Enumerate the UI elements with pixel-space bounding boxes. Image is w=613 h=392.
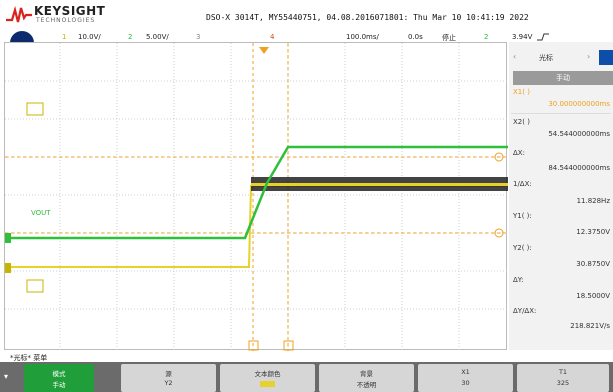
divider (511, 113, 611, 114)
softkey-x1[interactable]: X1 30 (418, 364, 513, 392)
cursor-x2-tag (283, 340, 294, 351)
x2-label: X2( ) (513, 118, 530, 126)
cursor-panel-title[interactable]: ‹ 光标 › (509, 50, 613, 65)
softkey-menu-label: *光标* 菜单 (10, 354, 48, 362)
x1-label: X1( ) (513, 88, 530, 96)
ch2-scale[interactable]: 5.00V/ (146, 33, 169, 41)
ch4-number[interactable]: 4 (270, 33, 275, 41)
ch3-number[interactable]: 3 (196, 33, 201, 41)
softkey-source-value: Y2 (164, 379, 173, 387)
trigger-edge-icon (537, 33, 549, 41)
trigger-position-marker (259, 47, 269, 54)
softkey-x1-title: X1 (461, 368, 470, 376)
softkey-mode-value: 手动 (52, 381, 66, 389)
softkey-mode-title: 模式 (52, 370, 66, 378)
softkey-source[interactable]: 源 Y2 (121, 364, 216, 392)
softkey-x1-value: 30 (461, 379, 470, 387)
ch1-overlay (251, 183, 508, 186)
trigger-channel[interactable]: 2 (484, 33, 489, 41)
dy-dx-label: ΔY/ΔX: (513, 307, 537, 315)
cursor-panel-title-text: 光标 (539, 54, 553, 62)
ch1-marker-box (26, 102, 44, 116)
dy-dx-value: 218.821V/s (570, 322, 610, 330)
x2-value: 54.544000000ms (548, 130, 610, 138)
x1-value: 30.000000000ms (548, 100, 610, 108)
ch1-label-box (26, 279, 44, 293)
ch2-waveform (5, 145, 508, 240)
softkey-background-value: 不透明 (356, 381, 377, 389)
trigger-level[interactable]: 3.94V (512, 33, 533, 41)
y2-value: 30.8750V (576, 260, 610, 268)
time-delay[interactable]: 0.0s (408, 33, 423, 41)
y2-label: Y2( ): (513, 244, 532, 252)
softkey-t1[interactable]: T1 325 (517, 364, 609, 392)
ch2-ground-marker (5, 233, 11, 243)
ch1-scale[interactable]: 10.0V/ (78, 33, 101, 41)
ch1-ground-marker (5, 263, 11, 273)
brand-subtitle: TECHNOLOGIES (36, 17, 96, 24)
softkey-mode[interactable]: 模式 手动 (24, 364, 94, 392)
inv-dx-value: 11.828Hz (576, 197, 610, 205)
instrument-status-line: DSO-X 3014T, MY55440751, 04.08.201607180… (206, 13, 529, 22)
back-arrow-icon[interactable]: ▾ (4, 372, 9, 381)
cursor-lines (5, 43, 508, 351)
cursor-x1-tag (248, 340, 259, 351)
softkey-t1-title: T1 (558, 368, 568, 376)
softkey-t1-value: 325 (556, 379, 570, 387)
y1-value: 12.3750V (576, 228, 610, 236)
softkey-background[interactable]: 背景 不透明 (319, 364, 414, 392)
cursor-y2-tag (494, 152, 504, 162)
ch2-number[interactable]: 2 (128, 33, 133, 41)
keysight-logo-icon (6, 6, 32, 23)
run-state[interactable]: 停止 (442, 34, 456, 42)
cursor-y1-tag (494, 228, 504, 238)
dx-value: 84.544000000ms (548, 164, 610, 172)
dy-value: 18.5000V (576, 292, 610, 300)
text-color-swatch (260, 381, 275, 387)
chevron-right-icon[interactable]: › (587, 52, 591, 61)
brand-name: KEYSIGHT (34, 4, 106, 18)
cursor-panel (509, 42, 613, 350)
cursor-mode[interactable]: 手动 (513, 71, 613, 85)
chevron-left-icon[interactable]: ‹ (513, 52, 517, 61)
softkey-source-title: 源 (165, 370, 172, 378)
dx-label: ΔX: (513, 149, 525, 157)
y1-label: Y1( ): (513, 212, 532, 220)
waveform-svg (5, 43, 508, 351)
dy-label: ΔY: (513, 276, 524, 284)
inv-dx-label: 1/ΔX: (513, 180, 532, 188)
graticule-grid (5, 43, 508, 351)
ch1-waveform (5, 185, 508, 268)
softkey-background-title: 背景 (360, 370, 373, 378)
vout-label: VOUT (31, 209, 51, 217)
softkey-text-color-title: 文本颜色 (254, 370, 281, 378)
timebase-scale[interactable]: 100.0ms/ (346, 33, 379, 41)
waveform-display[interactable]: VOUT (4, 42, 508, 351)
softkey-text-color[interactable]: 文本颜色 (220, 364, 315, 392)
panel-tab-icon[interactable] (599, 50, 613, 65)
ch1-number[interactable]: 1 (62, 33, 67, 41)
